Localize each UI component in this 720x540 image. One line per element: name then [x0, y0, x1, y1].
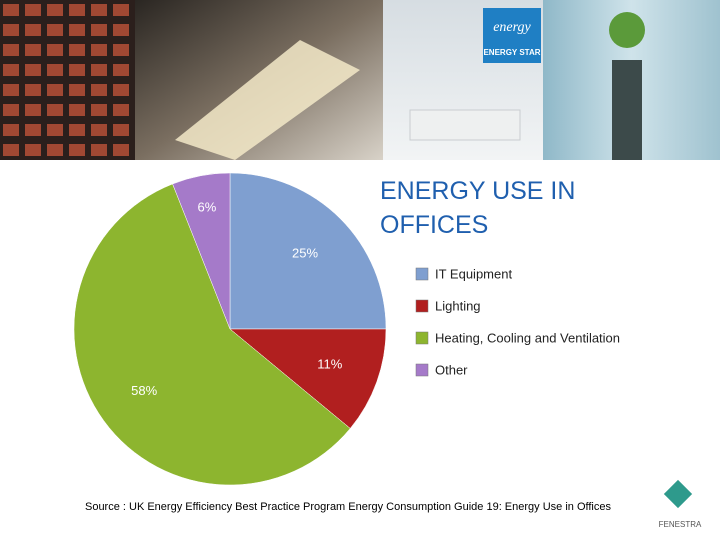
pie-slice [73, 183, 351, 486]
legend-label: IT Equipment [435, 266, 512, 281]
pie-chart: 25% 11% 58% 6% [73, 172, 387, 486]
photo-building [0, 0, 135, 160]
pie-slice [229, 328, 387, 429]
legend-swatch [415, 331, 429, 345]
plant [609, 12, 645, 48]
slice-label: 6% [198, 199, 217, 214]
legend-swatch [415, 363, 429, 377]
footer-logo: FENESTRA [659, 479, 702, 529]
source-note: Source : UK Energy Efficiency Best Pract… [85, 501, 612, 513]
header-photos: energy ENERGY STAR [0, 0, 720, 160]
pie-slice [172, 172, 231, 330]
slice-label: 11% [317, 356, 342, 371]
legend-swatch [415, 299, 429, 313]
logo-script: energy [493, 20, 531, 35]
slice-label: 58% [131, 383, 157, 398]
logo-mark [663, 479, 693, 509]
logo-text: FENESTRA [659, 520, 702, 529]
logo-label: ENERGY STAR [483, 48, 540, 57]
legend-label: Other [435, 362, 468, 377]
pie-slice [229, 172, 387, 330]
person [612, 60, 642, 160]
slice-label: 25% [292, 245, 318, 260]
keyboard [409, 109, 521, 141]
chart-title: ENERGY USE IN OFFICES [380, 177, 576, 239]
legend: IT Equipment Lighting Heating, Cooling and… [415, 266, 620, 377]
legend-label: Lighting [435, 298, 481, 313]
legend-label: Heating, Cooling and Ventilation [435, 330, 620, 345]
light-fixture [175, 40, 360, 160]
energy-star-logo [483, 8, 541, 63]
legend-swatch [415, 267, 429, 281]
